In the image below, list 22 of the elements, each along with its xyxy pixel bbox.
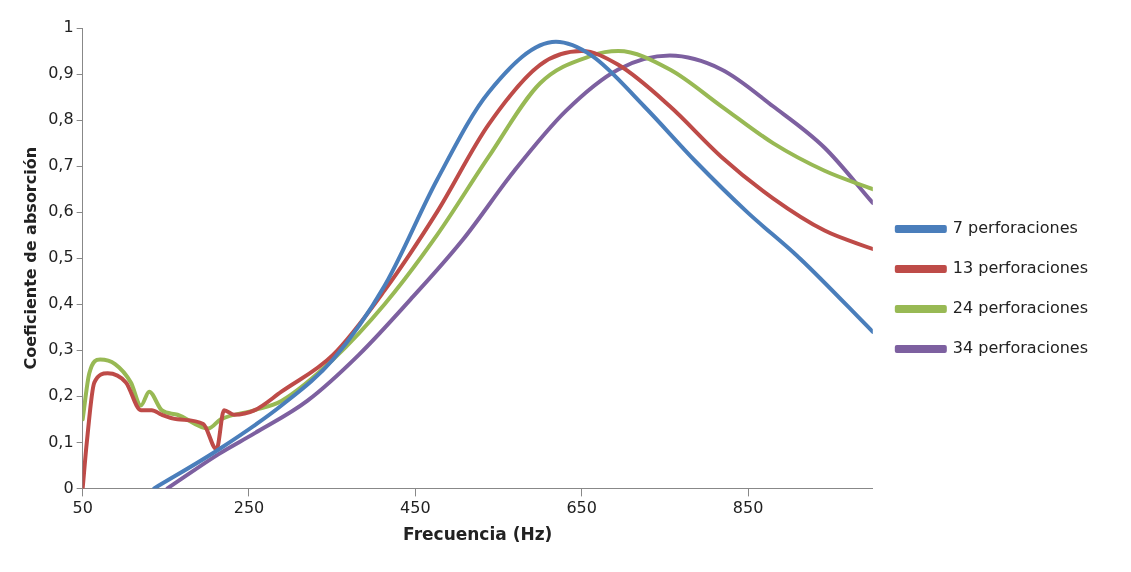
- y-tick-label: 0,6: [48, 201, 74, 221]
- y-tick-label: 0,1: [48, 431, 74, 451]
- y-tick-label: 0,9: [48, 63, 74, 83]
- y-tick-label: 0,5: [48, 247, 74, 267]
- x-tick-label: 450: [400, 498, 431, 518]
- legend-label: 24 perforaciones: [952, 298, 1089, 318]
- x-tick-label: 50: [72, 498, 93, 518]
- x-axis-title: Frecuencia (Hz): [403, 524, 553, 545]
- y-tick-label: 0,7: [48, 155, 74, 175]
- legend-label: 7 perforaciones: [952, 218, 1078, 238]
- x-tick-label: 850: [732, 498, 764, 518]
- y-tick-label: 0,3: [48, 339, 74, 359]
- y-tick-label: 1: [63, 17, 74, 37]
- x-tick-label: 650: [566, 498, 597, 518]
- y-tick-label: 0,8: [48, 109, 74, 129]
- y-tick-label: 0,4: [48, 293, 74, 313]
- y-tick-label: 0,2: [48, 385, 74, 405]
- legend-label: 13 perforaciones: [952, 258, 1089, 278]
- x-tick-label: 250: [233, 498, 265, 518]
- y-tick-label: 0: [63, 477, 74, 497]
- legend-label: 34 perforaciones: [952, 338, 1089, 358]
- y-axis-title: Coeficiente de absorción: [20, 146, 40, 370]
